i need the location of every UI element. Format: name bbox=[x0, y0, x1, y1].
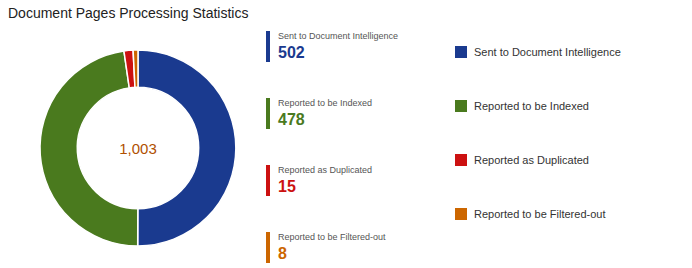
data-label: 502 bbox=[278, 44, 305, 61]
stats-panel: Sent to Document Intelligence 502 Reported… bbox=[266, 31, 398, 263]
stat-bar bbox=[266, 232, 270, 263]
chart: Document Pages Processing Statistics 1,00… bbox=[0, 0, 692, 268]
legend-swatch bbox=[455, 100, 467, 112]
title: Document Pages Processing Statistics bbox=[8, 5, 248, 21]
data-label: 8 bbox=[278, 245, 287, 262]
stat-label: Reported to be Indexed bbox=[278, 98, 372, 108]
data-label: 478 bbox=[278, 111, 305, 128]
donut bbox=[40, 50, 236, 246]
stat-label: Sent to Document Intelligence bbox=[278, 31, 398, 41]
data-label: 15 bbox=[278, 178, 296, 195]
legend-swatch bbox=[455, 46, 467, 58]
legend: Sent to Document Intelligence Reported to… bbox=[455, 46, 621, 220]
legend-label: Reported to be Indexed bbox=[474, 100, 589, 112]
stat-bar bbox=[266, 165, 270, 196]
legend-swatch bbox=[455, 208, 467, 220]
legend-swatch bbox=[455, 154, 467, 166]
stat-label: Reported to be Filtered-out bbox=[278, 232, 386, 242]
legend-label: Reported to be Filtered-out bbox=[474, 208, 605, 220]
legend-label: Sent to Document Intelligence bbox=[474, 46, 621, 58]
legend-label: Reported as Duplicated bbox=[474, 154, 589, 166]
slice bbox=[133, 50, 138, 87]
stat-bar bbox=[266, 98, 270, 129]
stat-bar bbox=[266, 31, 270, 62]
stat-label: Reported as Duplicated bbox=[278, 165, 372, 175]
center-label: 1,003 bbox=[119, 140, 157, 157]
